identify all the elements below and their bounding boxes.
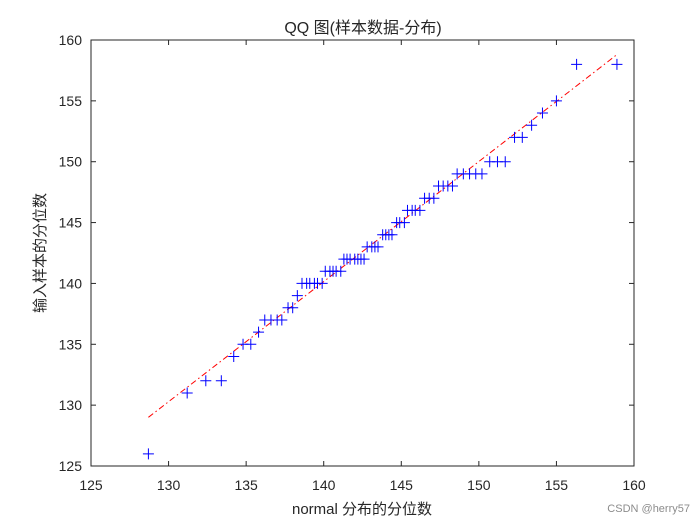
data-point-marker bbox=[253, 326, 265, 338]
data-point-marker bbox=[571, 58, 583, 70]
y-axis-label: 输入样本的分位数 bbox=[31, 193, 49, 313]
x-tick-label: 160 bbox=[622, 477, 646, 493]
data-markers bbox=[142, 58, 623, 460]
data-point-marker bbox=[398, 217, 410, 229]
data-point-marker bbox=[446, 180, 458, 192]
data-point-marker bbox=[316, 277, 328, 289]
data-point-marker bbox=[215, 375, 227, 387]
x-tick-label: 145 bbox=[390, 477, 414, 493]
data-point-marker bbox=[276, 314, 288, 326]
data-point-marker bbox=[372, 241, 384, 253]
data-point-marker bbox=[526, 119, 538, 131]
data-point-marker bbox=[200, 375, 212, 387]
x-tick-label: 140 bbox=[312, 477, 336, 493]
x-tick-label: 150 bbox=[467, 477, 491, 493]
x-axis-ticks: 125 130 135 140 145 150 155 160 bbox=[79, 40, 646, 493]
data-point-marker bbox=[142, 448, 154, 460]
data-point-marker bbox=[181, 387, 193, 399]
data-point-marker bbox=[291, 290, 303, 302]
data-point-marker bbox=[536, 107, 548, 119]
y-tick-label: 150 bbox=[59, 154, 83, 170]
x-axis-label: normal 分布的分位数 bbox=[292, 501, 432, 518]
data-point-marker bbox=[611, 58, 623, 70]
y-tick-label: 135 bbox=[59, 336, 83, 352]
chart-title: QQ 图(样本数据-分布) bbox=[284, 19, 441, 37]
data-point-marker bbox=[228, 350, 240, 362]
y-tick-label: 155 bbox=[59, 93, 83, 109]
x-tick-label: 135 bbox=[234, 477, 258, 493]
data-point-marker bbox=[550, 95, 562, 107]
y-tick-label: 140 bbox=[59, 275, 83, 291]
data-point-marker bbox=[516, 131, 528, 143]
data-point-marker bbox=[358, 253, 370, 265]
x-tick-label: 125 bbox=[79, 477, 103, 493]
data-point-marker bbox=[245, 338, 257, 350]
x-tick-label: 155 bbox=[545, 477, 569, 493]
watermark-text: CSDN @herry57 bbox=[607, 503, 690, 515]
y-tick-label: 160 bbox=[59, 32, 83, 48]
y-axis-ticks: 125 130 135 140 145 150 155 160 bbox=[59, 32, 634, 474]
y-tick-label: 125 bbox=[59, 458, 83, 474]
data-point-marker bbox=[476, 168, 488, 180]
y-tick-label: 130 bbox=[59, 397, 83, 413]
y-tick-label: 145 bbox=[59, 215, 83, 231]
data-point-marker bbox=[287, 302, 299, 314]
data-point-marker bbox=[386, 229, 398, 241]
data-point-marker bbox=[335, 265, 347, 277]
x-tick-label: 130 bbox=[157, 477, 181, 493]
data-point-marker bbox=[428, 192, 440, 204]
data-point-marker bbox=[414, 204, 426, 216]
reference-line bbox=[148, 54, 618, 418]
data-point-marker bbox=[499, 156, 511, 168]
plot-area bbox=[90, 39, 635, 467]
